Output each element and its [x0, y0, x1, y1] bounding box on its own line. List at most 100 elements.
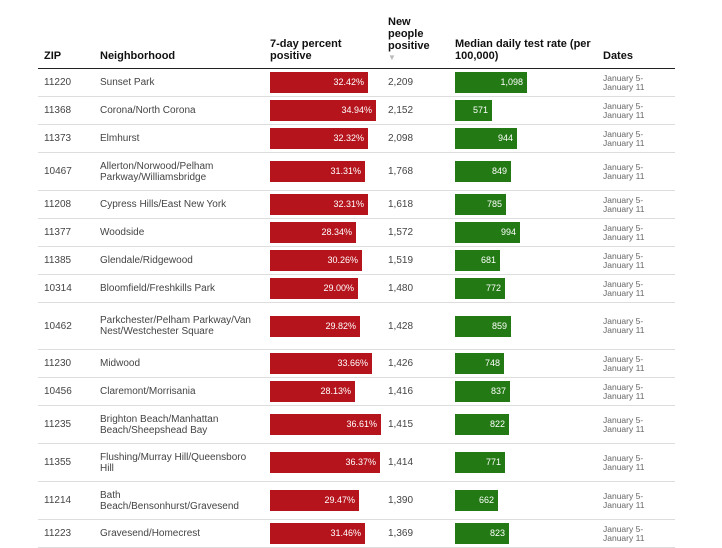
test-rate-bar: 823 [455, 523, 509, 544]
table-row: 10467 Allerton/Norwood/Pelham Parkway/Wil… [38, 152, 675, 191]
percent-positive-bar: 32.32% [270, 128, 368, 149]
neighborhood-cell: Flushing/Murray Hill/Queensboro Hill [94, 443, 264, 482]
test-rate-cell: 785 [449, 190, 597, 219]
percent-positive-bar: 31.46% [270, 523, 365, 544]
dates-start: January 5- [603, 381, 644, 392]
percent-positive-bar: 29.00% [270, 278, 358, 299]
column-header-percent-positive[interactable]: 7-day percent positive [264, 10, 382, 69]
dates-start: January 5- [603, 194, 644, 205]
percent-positive-bar: 28.34% [270, 222, 356, 243]
test-rate-label: 772 [485, 283, 501, 293]
column-header-test-rate[interactable]: Median daily test rate (per 100,000) [449, 10, 597, 69]
percent-positive-cell: 31.31% [264, 152, 382, 191]
zip-cell: 10467 [38, 152, 94, 191]
percent-positive-cell: 29.00% [264, 274, 382, 303]
dates-end: January 11 [603, 203, 645, 214]
percent-positive-label: 33.66% [337, 358, 368, 368]
zip-cell: 10314 [38, 274, 94, 303]
table-row: 10462 Parkchester/Pelham Parkway/Van Nest… [38, 302, 675, 350]
percent-positive-cell: 32.42% [264, 68, 382, 97]
dates-start: January 5- [603, 250, 644, 261]
dates-start: January 5- [603, 222, 644, 233]
neighborhood-cell: Bath Beach/Bensonhurst/Gravesend [94, 481, 264, 520]
dates-cell: January 5- January 11 [597, 481, 675, 520]
test-rate-cell: 837 [449, 377, 597, 406]
percent-positive-bar: 36.37% [270, 452, 380, 473]
table-row: 11208 Cypress Hills/East New York 32.31% 1,… [38, 190, 675, 219]
percent-positive-cell: 32.31% [264, 190, 382, 219]
dates-start: January 5- [603, 452, 644, 463]
test-rate-label: 771 [485, 457, 501, 467]
dates-end: January 11 [603, 259, 645, 270]
percent-positive-label: 36.61% [346, 419, 377, 429]
test-rate-bar: 822 [455, 414, 509, 435]
test-rate-label: 859 [491, 320, 507, 331]
zip-cell: 11220 [38, 68, 94, 97]
test-rate-bar: 571 [455, 100, 492, 121]
neighborhood-cell: Parkchester/Pelham Parkway/Van Nest/West… [94, 302, 264, 350]
zip-cell: 11235 [38, 405, 94, 444]
column-header-new-positive[interactable]: New people positive ▼ [382, 10, 449, 69]
neighborhood-cell: Allerton/Norwood/Pelham Parkway/Williams… [94, 152, 264, 191]
column-header-neighborhood[interactable]: Neighborhood [94, 10, 264, 69]
test-rate-cell: 748 [449, 349, 597, 378]
column-header-dates[interactable]: Dates [597, 10, 675, 69]
dates-start: January 5- [603, 490, 644, 501]
dates-cell: January 5- January 11 [597, 96, 675, 125]
zip-cell: 11368 [38, 96, 94, 125]
neighborhood-cell: Midwood [94, 349, 264, 378]
percent-positive-bar: 33.66% [270, 353, 372, 374]
zip-cell: 10456 [38, 377, 94, 406]
test-rate-cell: 662 [449, 481, 597, 520]
dates-cell: January 5- January 11 [597, 377, 675, 406]
dates-end: January 11 [603, 461, 645, 472]
new-positive-cell: 1,416 [382, 377, 449, 406]
test-rate-label: 944 [497, 133, 513, 143]
new-positive-cell: 2,209 [382, 68, 449, 97]
neighborhood-cell: Cypress Hills/East New York [94, 190, 264, 219]
neighborhood-cell: Corona/North Corona [94, 96, 264, 125]
new-positive-cell: 1,519 [382, 246, 449, 275]
percent-positive-cell: 32.32% [264, 124, 382, 153]
percent-positive-label: 31.46% [330, 528, 361, 538]
neighborhood-cell: Brighton Beach/Manhattan Beach/Sheepshea… [94, 405, 264, 444]
new-positive-cell: 1,390 [382, 481, 449, 520]
dates-end: January 11 [603, 390, 645, 401]
percent-positive-label: 28.34% [321, 227, 352, 237]
new-positive-cell: 1,426 [382, 349, 449, 378]
table-row: 11230 Midwood 33.66% 1,426 748 January 5- Janu… [38, 349, 675, 378]
test-rate-label: 1,098 [500, 77, 523, 87]
table-row: 10314 Bloomfield/Freshkills Park 29.00% 1,4… [38, 274, 675, 303]
test-rate-bar: 681 [455, 250, 500, 271]
dates-cell: January 5- January 11 [597, 190, 675, 219]
percent-positive-label: 30.26% [327, 255, 358, 265]
new-positive-cell: 1,572 [382, 218, 449, 247]
column-header-zip[interactable]: ZIP [38, 10, 94, 69]
zip-cell: 11223 [38, 519, 94, 548]
percent-positive-cell: 29.82% [264, 302, 382, 350]
neighborhood-cell: Glendale/Ridgewood [94, 246, 264, 275]
zip-cell: 11230 [38, 349, 94, 378]
dates-cell: January 5- January 11 [597, 68, 675, 97]
new-positive-cell: 1,480 [382, 274, 449, 303]
percent-positive-bar: 32.42% [270, 72, 368, 93]
percent-positive-cell: 34.94% [264, 96, 382, 125]
test-rate-cell: 944 [449, 124, 597, 153]
percent-positive-label: 29.00% [323, 283, 354, 293]
test-rate-label: 849 [491, 166, 507, 176]
percent-positive-cell: 28.34% [264, 218, 382, 247]
dates-end: January 11 [603, 170, 645, 181]
percent-positive-bar: 32.31% [270, 194, 368, 215]
test-rate-cell: 571 [449, 96, 597, 125]
test-rate-cell: 822 [449, 405, 597, 444]
table-row: 11385 Glendale/Ridgewood 30.26% 1,519 681 Jan… [38, 246, 675, 275]
neighborhood-cell: Sunset Park [94, 68, 264, 97]
test-rate-cell: 771 [449, 443, 597, 482]
new-positive-cell: 1,369 [382, 519, 449, 548]
dates-end: January 11 [603, 423, 645, 434]
test-rate-label: 785 [486, 199, 502, 209]
dates-end: January 11 [603, 81, 645, 92]
test-rate-label: 662 [478, 495, 494, 505]
percent-positive-bar: 34.94% [270, 100, 376, 121]
